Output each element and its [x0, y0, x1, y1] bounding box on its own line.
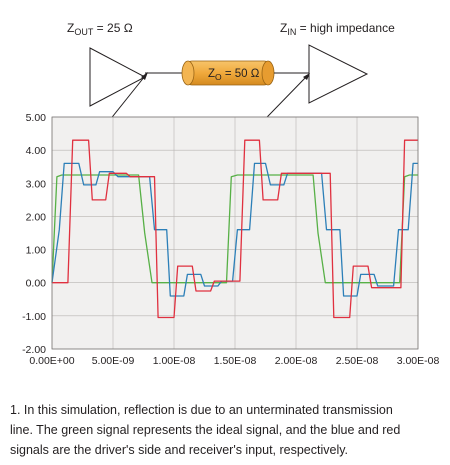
- driver-buffer-symbol: [89, 47, 147, 107]
- y-tick-label: -1.00: [22, 311, 46, 323]
- y-tick-label: 5.00: [26, 112, 47, 124]
- receiver-impedance-label: ZIN = high impedance: [280, 21, 395, 37]
- y-tick-label: 0.00: [26, 278, 47, 290]
- x-tick-label: 0.00E+00: [29, 355, 74, 367]
- y-tick-label: 3.00: [26, 178, 47, 190]
- x-axis-ticks: 0.00E+00 5.00E-09 1.00E-08 1.50E-08 2.00E-08…: [29, 355, 439, 367]
- y-tick-label: -2.00: [22, 344, 46, 356]
- circuit-schematic: ZOUT = 25 Ω ZO = 50 Ω ZIN = high impedan…: [67, 21, 395, 167]
- y-tick-label: 2.00: [26, 211, 47, 223]
- y-axis-ticks: 5.00 4.00 3.00 2.00 1.00 0.00 -1.00 -2.00: [22, 112, 46, 356]
- driver-signal-line: [51, 162, 418, 297]
- x-tick-label: 1.00E-08: [153, 355, 196, 367]
- receiver-signal-line: [52, 139, 418, 319]
- y-tick-label: 1.00: [26, 245, 47, 257]
- figure-caption: 1. In this simulation, reflection is due…: [10, 400, 440, 460]
- receiver-buffer-symbol: [308, 44, 369, 104]
- x-tick-label: 5.00E-09: [92, 355, 135, 367]
- caption-line-3: signals are the driver's side and receiv…: [10, 443, 349, 457]
- series-layer: [51, 139, 418, 319]
- coax-cable-symbol: [181, 60, 275, 86]
- plot-frame: [51, 116, 419, 350]
- x-tick-label: 3.00E-08: [397, 355, 440, 367]
- x-tick-label: 1.50E-08: [214, 355, 257, 367]
- line-impedance-label: ZO = 50 Ω: [208, 68, 260, 82]
- caption-line-2: line. The green signal represents the id…: [10, 423, 401, 437]
- driver-impedance-label: ZOUT = 25 Ω: [67, 21, 133, 37]
- x-tick-label: 2.50E-08: [336, 355, 379, 367]
- caption-line-1: 1. In this simulation, reflection is due…: [10, 403, 393, 417]
- waveform-chart: 5.00 4.00 3.00 2.00 1.00 0.00 -1.00 -2.00 0.00E…: [22, 112, 439, 367]
- y-tick-label: 4.00: [26, 145, 47, 157]
- x-tick-label: 2.00E-08: [275, 355, 318, 367]
